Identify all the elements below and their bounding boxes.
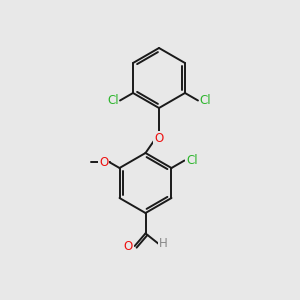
Text: Cl: Cl xyxy=(107,94,118,107)
Text: O: O xyxy=(154,132,164,146)
Text: Cl: Cl xyxy=(186,154,198,167)
Text: O: O xyxy=(124,239,133,253)
Text: H: H xyxy=(159,237,168,250)
Text: Cl: Cl xyxy=(200,94,211,107)
Text: O: O xyxy=(99,156,108,169)
